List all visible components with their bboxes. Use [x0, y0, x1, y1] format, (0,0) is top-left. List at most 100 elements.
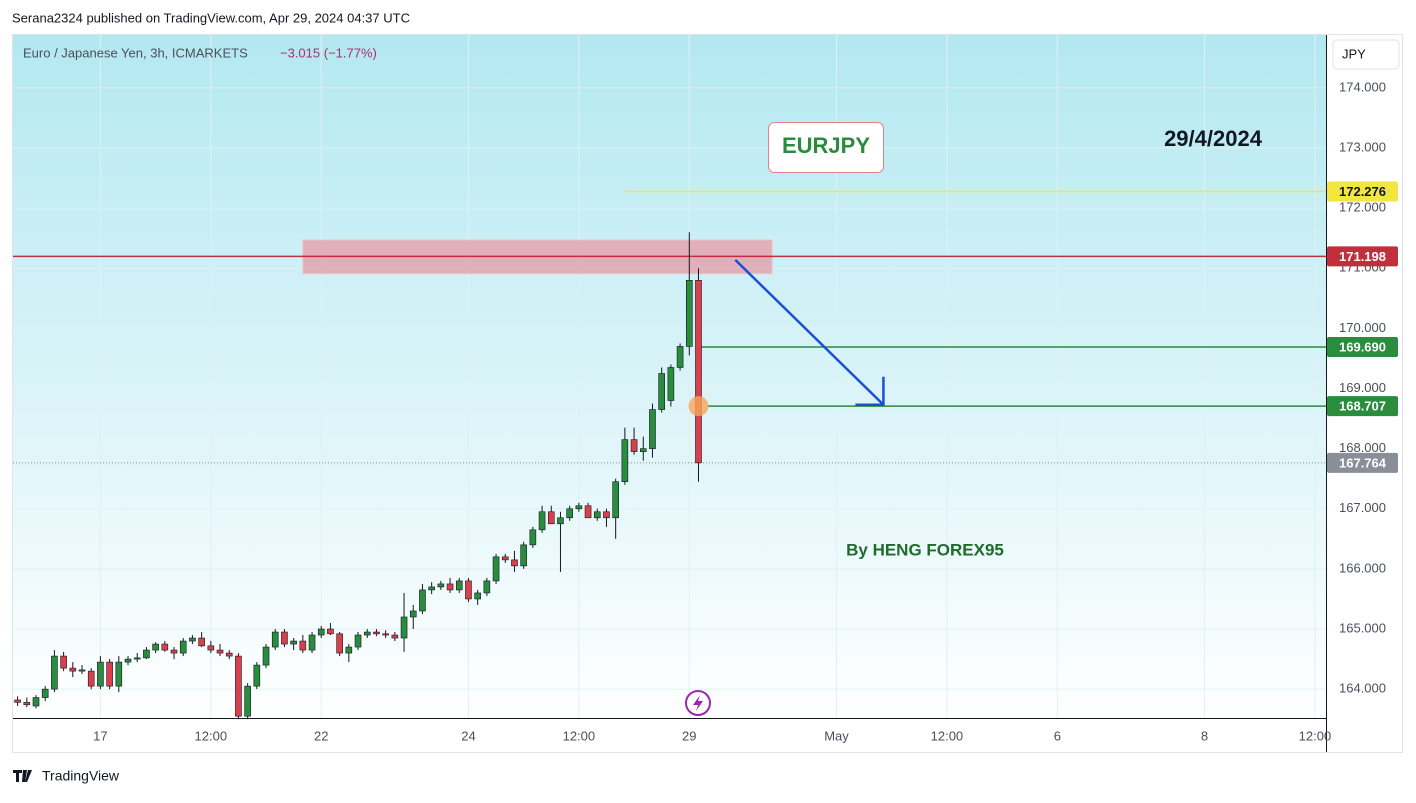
candle-body [621, 439, 629, 483]
currency-box[interactable] [1332, 39, 1400, 70]
price-label: 167.764 [1339, 455, 1387, 470]
x-tick-label: 12:00 [563, 728, 596, 743]
candle-body [161, 643, 169, 651]
candle-body [603, 511, 610, 519]
candle-body [501, 556, 509, 561]
y-tick-label: 174.000 [1339, 79, 1386, 94]
currency: JPY [1342, 46, 1366, 61]
x-tick-label: 22 [314, 728, 328, 743]
candle-body [437, 583, 445, 588]
arrow-shaft [734, 258, 885, 406]
change: −3.015 (−1.77%) [280, 45, 377, 60]
candle-body [667, 367, 675, 401]
candle-body [152, 643, 159, 651]
marks [13, 35, 1326, 720]
candle-body [630, 439, 638, 452]
candle-body [60, 655, 67, 669]
candle-body [345, 646, 353, 654]
candle-body [51, 655, 58, 690]
candle-body [244, 685, 251, 717]
candle-body [575, 505, 583, 510]
header: Serana2324 published on TradingView.com,… [12, 10, 410, 25]
candle-body [290, 640, 297, 645]
x-tick-label: 12:00 [931, 728, 964, 743]
price-label-box [1327, 181, 1398, 202]
candle-body [124, 658, 132, 663]
candle-body [170, 649, 178, 654]
candle-body [354, 634, 362, 648]
candle-body [557, 517, 564, 525]
x-tick-label: 12:00 [1299, 728, 1332, 743]
logo [13, 770, 32, 782]
candle-body [271, 631, 279, 648]
y-tick-label: 168.000 [1339, 440, 1386, 455]
candle-body [308, 634, 316, 651]
author-note: By HENG FOREX95 [846, 540, 1004, 559]
price-label-box [1327, 246, 1398, 267]
candle-body [23, 702, 31, 706]
candle-body [511, 559, 518, 567]
title: EURJPY [782, 133, 870, 158]
candle-body [299, 640, 307, 651]
candle-body [69, 667, 77, 672]
candle-body [455, 580, 463, 591]
candle-body [520, 544, 527, 567]
date-note: 29/4/2024 [1164, 126, 1263, 151]
candle-body [87, 670, 95, 687]
candle-body [584, 505, 592, 519]
candle-body [133, 657, 141, 660]
y-tick-label: 166.000 [1339, 560, 1386, 575]
price-label: 169.690 [1339, 339, 1386, 354]
candle-body [419, 589, 426, 612]
candle-body [658, 373, 665, 410]
candle-body [676, 346, 684, 368]
candle-body [41, 688, 49, 698]
candle-body [446, 583, 454, 591]
candle-body [492, 556, 500, 582]
price-label-box [1327, 452, 1398, 473]
candle-body [695, 280, 702, 464]
candle-body [253, 664, 261, 687]
x-tick-label: 17 [93, 728, 107, 743]
x-tick-label: 12:00 [195, 728, 228, 743]
footer: TradingView [42, 768, 120, 784]
candle-body [143, 649, 150, 659]
symbol-legend: Euro / Japanese Yen, 3h, ICMARKETS [23, 45, 248, 60]
price-label-box [1327, 396, 1398, 417]
candle-body [649, 409, 656, 449]
candle-body [685, 280, 693, 347]
y-tick-label: 167.000 [1339, 500, 1386, 515]
x-tick-label: 24 [461, 728, 475, 743]
candle-body [106, 661, 113, 687]
x-tick-label: 8 [1201, 728, 1208, 743]
candle-body [32, 697, 40, 707]
candle-body [97, 661, 104, 687]
entry-marker [688, 396, 709, 417]
candle-body [78, 669, 86, 672]
price-label-box [1327, 337, 1398, 358]
candle-body [612, 481, 619, 519]
candle-body [529, 529, 537, 546]
price-label: 171.198 [1339, 249, 1386, 264]
candle-body [225, 652, 233, 657]
candle-body [373, 631, 380, 635]
x-tick-label: 6 [1054, 728, 1061, 743]
candle-body [483, 580, 491, 594]
candle-body [409, 610, 417, 618]
candle-body [547, 511, 555, 525]
candle-body [639, 448, 647, 452]
candle-body [235, 655, 242, 717]
candle-body [179, 640, 187, 654]
candle-body [327, 628, 334, 635]
candle-body [474, 592, 481, 600]
candle-body [566, 508, 573, 519]
x-tick-label: May [824, 728, 849, 743]
arrow-head [855, 376, 885, 407]
candle-body [216, 649, 224, 654]
candle-body [391, 634, 399, 639]
candle-body [14, 699, 21, 703]
candle-body [465, 580, 472, 600]
x-tick-label: 29 [682, 728, 696, 743]
price-label: 172.276 [1339, 184, 1386, 199]
